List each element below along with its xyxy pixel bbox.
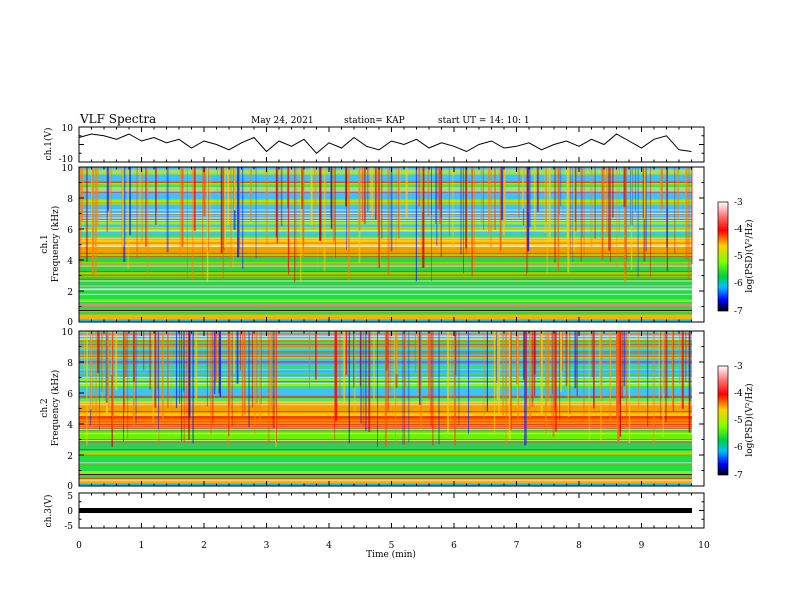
spec1-ytick-0: 0 xyxy=(67,318,73,328)
cb2-tick-4: -4 xyxy=(734,389,743,399)
spec2-ytick-4: 4 xyxy=(67,421,73,431)
spec2-ytick-8: 8 xyxy=(67,359,73,369)
x-tick-label: 2 xyxy=(201,541,207,551)
colorbar-ch1: -3 -4 -5 -6 -7 log(PSD)(V²/Hz) xyxy=(717,198,755,317)
ch3-ytick-minus5: -5 xyxy=(64,522,73,532)
spec1-ytick-2: 2 xyxy=(67,288,73,298)
cb1-tick-6: -6 xyxy=(734,279,743,289)
ch3-waveform-band xyxy=(79,508,692,513)
colorbar-ch2: -3 -4 -5 -6 -7 log(PSD)(V²/Hz) xyxy=(717,362,755,481)
ch1-spectrogram-image xyxy=(79,167,693,323)
cb2-tick-7: -7 xyxy=(734,471,743,481)
spec1-ytick-6: 6 xyxy=(67,226,73,236)
x-tick-label: 9 xyxy=(639,541,645,551)
x-tick-label: 0 xyxy=(76,541,82,551)
ch1-ylabel: ch.1(V) xyxy=(43,128,54,161)
x-tick-label: 5 xyxy=(389,541,395,551)
spec2-ytick-2: 2 xyxy=(67,452,73,462)
ch3-ytick-0: 0 xyxy=(67,507,73,517)
axis-ticks xyxy=(78,126,705,529)
spec2-ylabel-freq: Frequency (kHz) xyxy=(50,370,61,447)
x-tick-label: 4 xyxy=(326,541,332,551)
ch1-waveform-line xyxy=(78,133,692,154)
waveform-ch1-panel: 10 -10 ch.1(V) xyxy=(43,124,705,165)
x-axis-label: Time (min) xyxy=(366,549,416,560)
x-tick-labels: 0 1 2 3 4 5 6 7 8 9 10 xyxy=(76,541,710,551)
spec1-ytick-4: 4 xyxy=(67,257,73,267)
cb2-label: log(PSD)(V²/Hz) xyxy=(744,383,755,456)
waveform-ch3-panel: 5 0 -5 ch.3(V) xyxy=(43,492,705,532)
x-tick-label: 1 xyxy=(139,541,145,551)
spec1-ylabel-ch: ch.1 xyxy=(40,234,50,253)
spectrogram-ch1-panel: 0 2 4 6 8 10 ch.1 Frequency (kHz) xyxy=(40,164,705,328)
cb1-tick-4: -4 xyxy=(734,225,743,235)
ch1-ytick-bottom: -10 xyxy=(59,155,74,165)
x-tick-label: 6 xyxy=(451,541,457,551)
cb2-tick-5: -5 xyxy=(734,416,743,426)
cb1-label: log(PSD)(V²/Hz) xyxy=(744,219,755,292)
start-time-label: start UT = 14: 10: 1 xyxy=(438,116,530,126)
x-tick-label: 7 xyxy=(514,541,520,551)
x-tick-label: 10 xyxy=(698,541,710,551)
spec2-ytick-10: 10 xyxy=(62,328,74,338)
cb1-tick-7: -7 xyxy=(734,307,743,317)
spec1-ytick-10: 10 xyxy=(62,164,74,174)
spectrogram-ch2-panel: 0 2 4 6 8 10 ch.2 Frequency (kHz) xyxy=(40,328,705,492)
ch2-spectrogram-image xyxy=(79,331,692,487)
ch3-ytick-5: 5 xyxy=(67,492,73,502)
cb2-tick-6: -6 xyxy=(734,443,743,453)
cb1-tick-5: -5 xyxy=(734,252,743,262)
x-tick-label: 8 xyxy=(576,541,582,551)
cb1-tick-3: -3 xyxy=(734,198,743,208)
spec1-ylabel-freq: Frequency (kHz) xyxy=(50,206,61,283)
spec2-ytick-0: 0 xyxy=(67,482,73,492)
ch1-ytick-top: 10 xyxy=(62,124,74,134)
station-label: station= KAP xyxy=(344,116,405,126)
cb2-tick-3: -3 xyxy=(734,362,743,372)
date-label: May 24, 2021 xyxy=(251,116,314,126)
figure-title: VLF Spectra xyxy=(79,112,156,126)
spec2-ylabel-ch: ch.2 xyxy=(40,398,50,417)
x-tick-label: 3 xyxy=(264,541,270,551)
ch3-ylabel: ch.3(V) xyxy=(43,495,54,528)
spec2-ytick-6: 6 xyxy=(67,390,73,400)
spec1-ytick-8: 8 xyxy=(67,195,73,205)
